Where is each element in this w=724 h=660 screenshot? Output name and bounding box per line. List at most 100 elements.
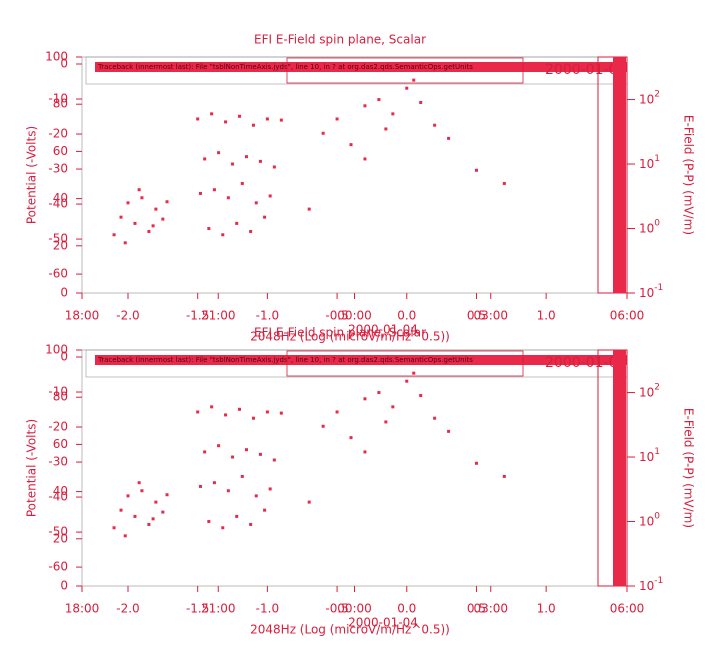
data-point bbox=[154, 207, 158, 211]
y-tick-label: 100 bbox=[45, 343, 68, 357]
data-point bbox=[137, 188, 141, 192]
data-point bbox=[433, 416, 437, 420]
side-bar bbox=[613, 57, 626, 293]
data-point bbox=[502, 474, 506, 478]
y2-tick-base: 10 bbox=[639, 286, 654, 300]
data-point bbox=[235, 221, 239, 225]
data-point bbox=[249, 229, 253, 233]
x-tick-label: 18:00 bbox=[65, 602, 100, 616]
data-point bbox=[254, 494, 258, 498]
y3-tick-label: -60 bbox=[48, 267, 68, 281]
y2-tick-exponent: 1 bbox=[654, 447, 660, 457]
data-point bbox=[447, 136, 451, 140]
y2-tick-base: 10 bbox=[639, 157, 654, 171]
data-point bbox=[217, 151, 221, 155]
x-tick-label: 06:00 bbox=[610, 602, 645, 616]
data-point bbox=[363, 104, 367, 108]
data-point bbox=[151, 224, 155, 228]
y2-tick-base: 10 bbox=[639, 579, 654, 593]
data-point bbox=[244, 448, 248, 452]
data-point bbox=[112, 526, 116, 530]
x2-tick-label: -2.0 bbox=[116, 602, 139, 616]
y3-tick-label: -20 bbox=[48, 420, 68, 434]
data-point bbox=[240, 474, 244, 478]
y2-tick-exponent: 0 bbox=[654, 218, 660, 228]
data-point bbox=[196, 410, 200, 414]
data-point bbox=[258, 452, 262, 456]
y3-tick-label: 0 bbox=[60, 57, 68, 71]
data-point bbox=[335, 117, 339, 121]
data-point bbox=[363, 157, 367, 161]
data-point bbox=[126, 494, 130, 498]
date-label: 2000-01-04 bbox=[348, 323, 418, 337]
data-point bbox=[198, 191, 202, 195]
data-point bbox=[412, 371, 416, 375]
data-point bbox=[307, 500, 311, 504]
side-box bbox=[597, 349, 628, 587]
y2-tick-label: 100 bbox=[639, 218, 660, 235]
data-point bbox=[263, 508, 267, 512]
data-point bbox=[151, 517, 155, 521]
data-point bbox=[221, 233, 225, 237]
data-point bbox=[249, 522, 253, 526]
data-point bbox=[137, 481, 141, 485]
banner-text: Traceback (innermost last): File "tsblNo… bbox=[97, 63, 473, 71]
x-tick-label: 18:00 bbox=[65, 309, 100, 323]
data-point bbox=[419, 394, 423, 398]
data-point bbox=[251, 123, 255, 127]
data-point bbox=[405, 86, 409, 90]
data-point bbox=[363, 397, 367, 401]
data-point bbox=[147, 229, 151, 233]
data-point bbox=[447, 429, 451, 433]
data-point bbox=[335, 410, 339, 414]
data-point bbox=[133, 221, 137, 225]
data-point bbox=[226, 489, 230, 493]
data-point bbox=[198, 484, 202, 488]
y2-tick-label: 100 bbox=[639, 511, 660, 528]
data-point bbox=[203, 157, 207, 161]
data-point bbox=[133, 514, 137, 518]
data-point bbox=[196, 117, 200, 121]
banner-date-box bbox=[286, 57, 524, 84]
y2-tick-label: 101 bbox=[639, 154, 660, 171]
data-point bbox=[307, 207, 311, 211]
data-point bbox=[212, 481, 216, 485]
data-point bbox=[231, 162, 235, 166]
data-point bbox=[258, 159, 262, 163]
y3-tick-label: -60 bbox=[48, 560, 68, 574]
data-point bbox=[161, 217, 165, 221]
x2-tick-label: 0.5 bbox=[467, 309, 486, 323]
y3-tick-label: -10 bbox=[48, 92, 68, 106]
x2-tick-label: -1.0 bbox=[256, 309, 279, 323]
data-point bbox=[502, 181, 506, 185]
data-point bbox=[265, 117, 269, 121]
data-point bbox=[203, 450, 207, 454]
data-point bbox=[154, 500, 158, 504]
data-point bbox=[377, 98, 381, 102]
data-point bbox=[123, 241, 127, 245]
y-tick-label: 0 bbox=[60, 579, 68, 593]
y3-tick-label: 0 bbox=[60, 350, 68, 364]
data-point bbox=[119, 215, 123, 219]
data-point bbox=[112, 233, 116, 237]
y2-tick-base: 10 bbox=[639, 385, 654, 399]
x2-tick-label: -0.5 bbox=[325, 309, 348, 323]
y2-tick-label: 101 bbox=[639, 447, 660, 464]
y2-tick-exponent: 2 bbox=[654, 382, 660, 392]
y3-tick-label: -30 bbox=[48, 455, 68, 469]
data-point bbox=[210, 112, 214, 116]
data-point bbox=[272, 165, 276, 169]
data-point bbox=[321, 424, 325, 428]
data-point bbox=[363, 450, 367, 454]
side-box bbox=[597, 56, 628, 294]
data-point bbox=[238, 114, 242, 118]
x-axis-label: 2048Hz (Log (microV/m/Hz^0.5)) bbox=[250, 623, 450, 637]
data-point bbox=[272, 458, 276, 462]
y2-tick-exponent: 2 bbox=[654, 89, 660, 99]
x-tick-label: 03:00 bbox=[473, 602, 508, 616]
chart-title: EFI E-Field spin plane, Scalar bbox=[254, 33, 426, 47]
y3-tick-label: -20 bbox=[48, 127, 68, 141]
y2-axis-label: E-Field (P-P) (mV/m) bbox=[682, 408, 696, 528]
y-tick-label: 100 bbox=[45, 50, 68, 64]
y3-tick-label: -40 bbox=[48, 197, 68, 211]
